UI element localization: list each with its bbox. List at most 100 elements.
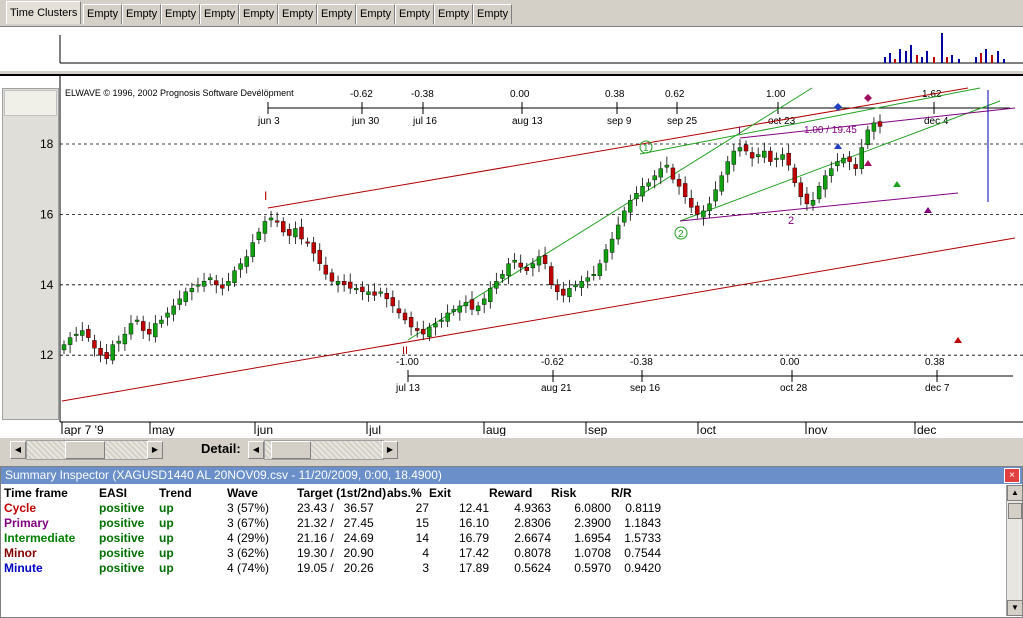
time-scrollbar[interactable]: [26, 440, 148, 460]
top-fib-label: 0.62: [665, 89, 685, 100]
candle-body: [561, 288, 566, 296]
top-fib-label: 0.00: [510, 89, 530, 100]
tab-empty-6[interactable]: Empty: [278, 4, 318, 24]
candle-body: [390, 297, 396, 307]
bottom-fib-label: -1.00: [396, 357, 419, 368]
month-label: may: [152, 423, 175, 436]
chart-area[interactable]: ELWAVE © 1996, 2002 Prognosis Software D…: [0, 74, 1023, 438]
table-row[interactable]: Primary positive up 3 (67%) 21.32 / 27.45 15 16…: [4, 516, 661, 531]
tab-empty-9[interactable]: Empty: [395, 4, 435, 24]
cell-exit: 17.42: [458, 546, 489, 560]
tab-empty-7[interactable]: Empty: [317, 4, 357, 24]
table-row[interactable]: Minor positive up 3 (62%) 19.30 / 20.90 4 17.42…: [4, 546, 661, 561]
candle-body: [451, 309, 456, 312]
time-scroll-thumb[interactable]: [65, 441, 105, 459]
candle-body: [652, 175, 657, 181]
table-header: EASI: [99, 486, 128, 500]
detail-slider[interactable]: [264, 440, 384, 460]
month-label: aug: [486, 423, 506, 436]
wave-circle-1: [639, 140, 653, 154]
top-fib-label: 1.00: [766, 89, 786, 100]
tab-empty-10[interactable]: Empty: [434, 4, 474, 24]
candle-body: [865, 129, 871, 145]
candle-body: [98, 347, 103, 356]
target-first: 19.30 /: [297, 546, 334, 560]
detail-right-button[interactable]: ▶: [382, 441, 398, 459]
inspector-scroll-up[interactable]: ▲: [1007, 485, 1023, 501]
candle-body: [134, 319, 140, 322]
bottom-fib-label: 0.38: [925, 357, 945, 368]
tab-empty-3[interactable]: Empty: [161, 4, 201, 24]
price-chart[interactable]: ELWAVE © 1996, 2002 Prognosis Software D…: [0, 76, 1023, 436]
inspector-scrollbar[interactable]: ▲ ▼: [1006, 485, 1023, 616]
candle-body: [841, 157, 846, 164]
candle-body: [743, 144, 749, 152]
candle-body: [238, 263, 243, 270]
cell-t1: 23.43 / 36.57: [297, 501, 387, 516]
candle-body: [737, 147, 743, 152]
table-row[interactable]: Minute positive up 4 (74%) 19.05 / 20.26 3 17.8…: [4, 561, 661, 576]
price-label: 18: [40, 137, 54, 151]
detail-slider-thumb[interactable]: [271, 441, 311, 459]
cell-wave: 3 (57%): [227, 501, 270, 515]
tab-empty-8[interactable]: Empty: [356, 4, 396, 24]
inspector-scroll-down[interactable]: ▼: [1007, 600, 1023, 616]
table-header: Time frame: [4, 486, 68, 500]
tab-empty-1[interactable]: Empty: [83, 4, 123, 24]
cluster-bar: [905, 51, 907, 63]
candle-body: [402, 312, 408, 321]
candle-body: [853, 164, 858, 169]
candle-body: [609, 238, 615, 253]
cell-tf: Primary: [4, 516, 49, 530]
cell-risk: 2.3900: [574, 516, 611, 530]
cluster-bar: [951, 55, 953, 63]
month-label: jul: [368, 423, 381, 436]
candle-body: [73, 333, 79, 336]
candle-body: [719, 175, 724, 192]
month-label: dec: [917, 423, 936, 436]
scroll-right-button[interactable]: ▶: [147, 441, 163, 459]
cluster-bar: [991, 55, 993, 63]
table-header: Risk: [551, 486, 577, 500]
table-row[interactable]: Cycle positive up 3 (57%) 23.43 / 36.57 27 12.4…: [4, 501, 661, 516]
bottom-fib-label: 0.00: [780, 357, 800, 368]
bottom-date-label: sep 16: [630, 383, 660, 394]
candle-body: [311, 242, 316, 254]
tab-empty-2[interactable]: Empty: [122, 4, 162, 24]
candle-body: [140, 321, 146, 331]
candle-body: [396, 308, 402, 314]
wave-label-circle-2: 2: [678, 229, 684, 240]
tab-time-clusters[interactable]: Time Clusters: [6, 1, 82, 24]
candle-body: [536, 256, 542, 266]
cluster-histogram: [59, 33, 1023, 64]
scroll-left-button[interactable]: ◀: [10, 441, 26, 459]
candle-body: [707, 203, 712, 212]
cell-exit: 12.41: [458, 501, 489, 515]
candle-body: [445, 312, 450, 322]
candle-body: [439, 319, 444, 322]
detail-left-button[interactable]: ◀: [248, 441, 264, 459]
candle-body: [542, 255, 548, 264]
candle-body: [220, 284, 225, 289]
cell-reward: 2.8306: [514, 516, 551, 530]
cell-wave: 3 (67%): [227, 516, 270, 530]
cluster-bar: [985, 49, 987, 63]
cell-rr: 1.5733: [624, 531, 661, 545]
inspector-close-button[interactable]: ×: [1004, 468, 1020, 483]
price-label: 14: [40, 278, 54, 292]
candle-body: [116, 340, 122, 344]
candle-body: [500, 274, 505, 279]
price-scale-panel[interactable]: [2, 88, 59, 420]
top-date-label: sep 9: [607, 116, 632, 127]
tab-empty-11[interactable]: Empty: [473, 4, 513, 24]
table-row[interactable]: Intermediate positive up 4 (29%) 21.16 / 24.6…: [4, 531, 661, 546]
candle-body: [658, 168, 663, 178]
candle-body: [634, 193, 639, 200]
inspector-scroll-thumb[interactable]: [1008, 503, 1022, 519]
tab-empty-5[interactable]: Empty: [239, 4, 279, 24]
tab-empty-4[interactable]: Empty: [200, 4, 240, 24]
cell-tf: Minor: [4, 546, 37, 560]
target-second: 36.57: [343, 501, 374, 515]
table-header: Reward: [489, 486, 533, 500]
bottom-date-label: dec 7: [925, 383, 950, 394]
